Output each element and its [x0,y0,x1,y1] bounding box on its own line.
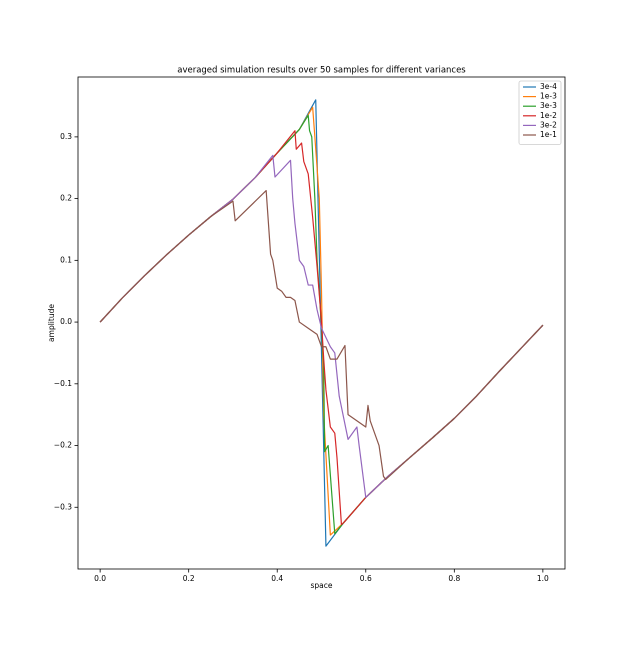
y-tick-label: 0.2 [60,194,72,203]
x-tick-label: 0.4 [271,574,283,583]
x-tick-label: 0.0 [94,574,106,583]
y-tick-label: −0.3 [54,502,72,511]
legend-label: 1e-2 [540,111,557,120]
y-tick-label: 0.1 [60,255,72,264]
plot-frame [77,76,566,570]
x-tick-label: 1.0 [537,574,549,583]
legend-label: 3e-2 [540,120,557,129]
y-axis-label: amplitude [47,304,56,342]
x-axis-label: space [310,581,332,590]
line-series [99,189,544,481]
legend-label: 3e-4 [540,82,557,91]
x-tick-label: 0.8 [448,574,460,583]
legend-label: 1e-1 [540,130,557,139]
y-tick-label: −0.1 [54,379,72,388]
line-series [99,154,544,498]
legend-label: 3e-3 [540,101,557,110]
y-tick-label: 0.3 [60,132,72,141]
x-tick-label: 0.6 [360,574,372,583]
legend: 3e-41e-33e-31e-23e-21e-1 [518,80,562,145]
x-tick-label: 0.2 [183,574,195,583]
chart-title: averaged simulation results over 50 samp… [177,66,466,76]
y-tick-label: 0.0 [60,317,72,326]
legend-label: 1e-3 [540,92,557,101]
y-tick-label: −0.2 [54,441,72,450]
